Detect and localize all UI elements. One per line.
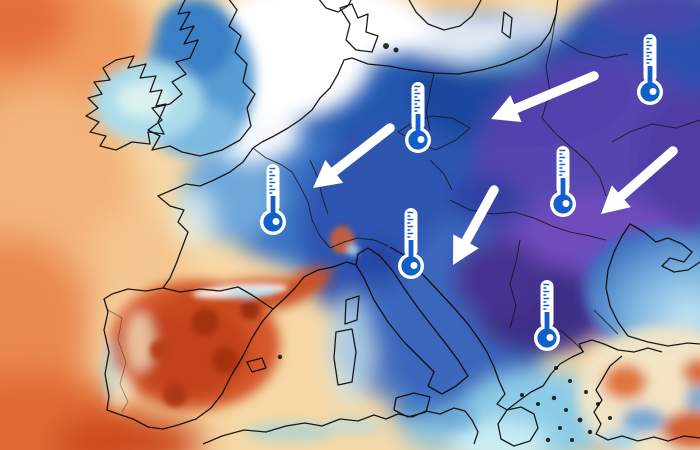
coastlines — [85, 0, 700, 447]
iberia-hot-cores — [150, 226, 359, 407]
island-specks — [277, 43, 612, 443]
cold-air-arrow-balkans — [453, 185, 499, 266]
iberia-hot-blobs — [102, 266, 333, 410]
cold-air-arrow-ukraine — [601, 146, 678, 215]
black-sea-gradient — [584, 228, 700, 352]
british-isles-cool-blobs — [93, 0, 255, 158]
cold-air-arrow-france — [313, 123, 395, 189]
cold-air-arrow-poland — [490, 71, 599, 122]
icon-layer — [259, 33, 678, 352]
anatolia-mixed-blobs — [245, 325, 700, 450]
